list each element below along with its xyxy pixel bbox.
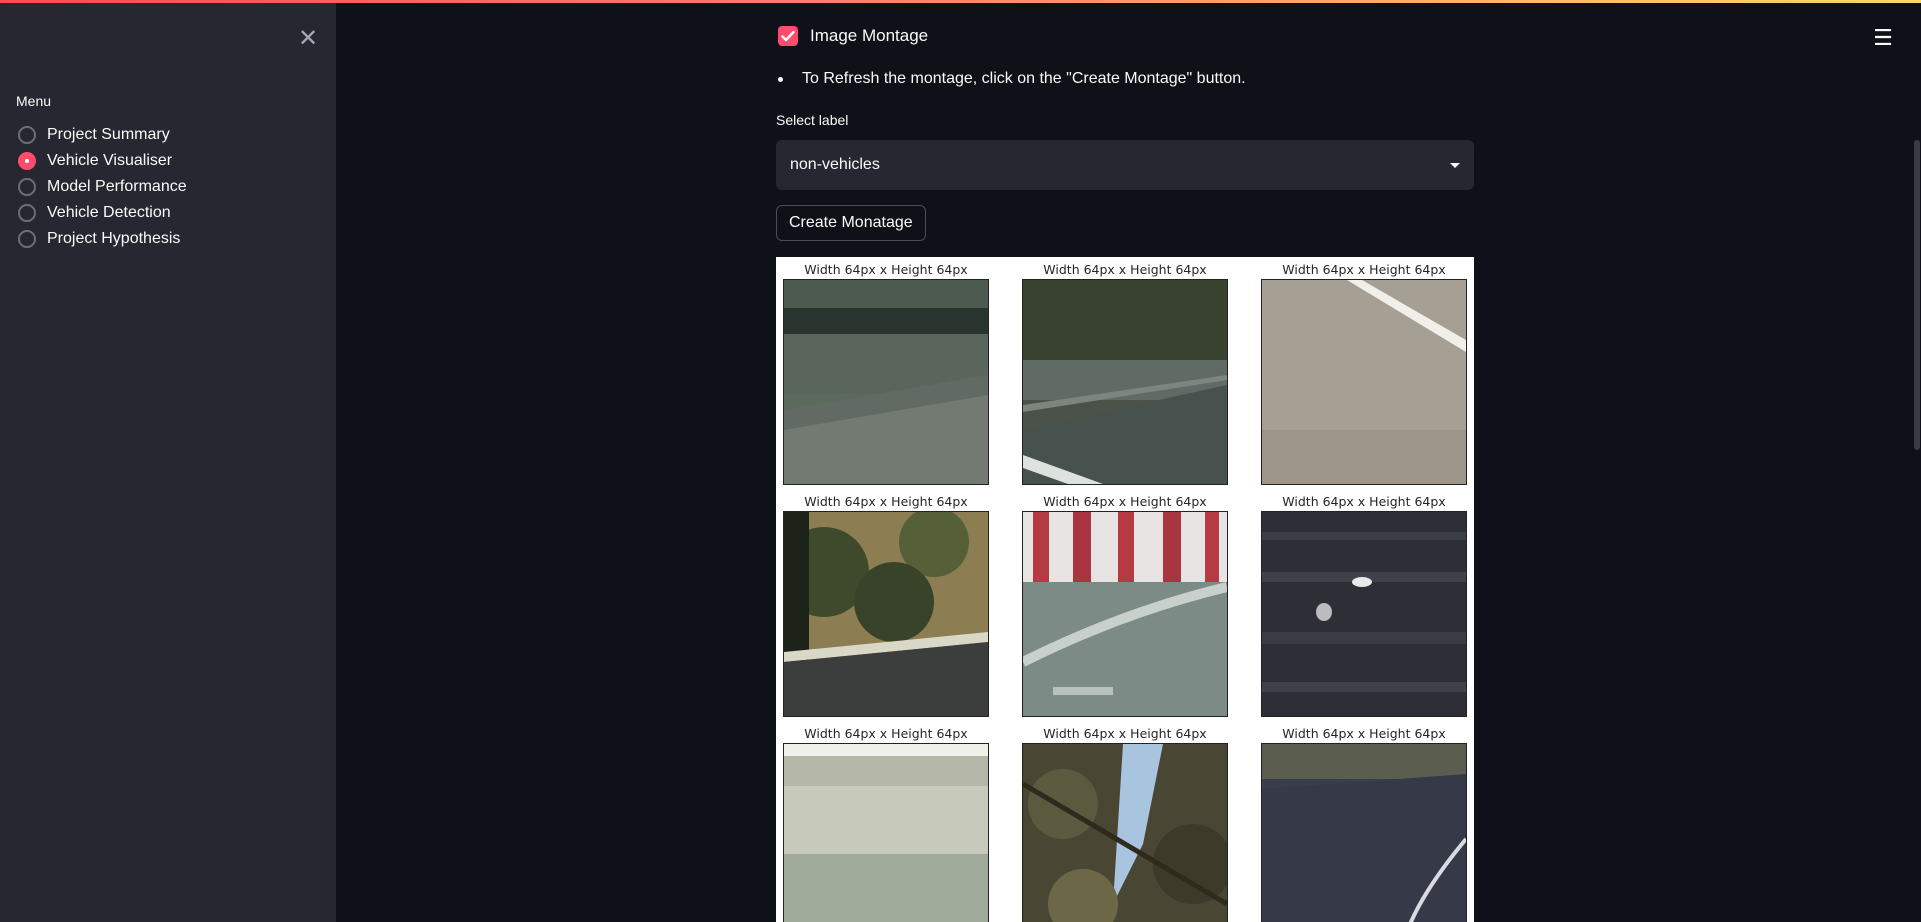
montage-cell: Width 64px x Height 64px bbox=[1261, 721, 1467, 922]
menu-radio-group: Project Summary Vehicle Visualiser Model… bbox=[18, 122, 187, 252]
radio-circle-icon[interactable] bbox=[18, 126, 36, 144]
checkbox-label: Image Montage bbox=[810, 26, 929, 45]
radio-selected-icon[interactable] bbox=[18, 152, 36, 170]
montage-cell: Width 64px x Height 64px bbox=[1261, 257, 1467, 485]
info-bullet: To Refresh the montage, click on the "Cr… bbox=[778, 70, 1246, 88]
montage-cell: Width 64px x Height 64px bbox=[783, 489, 989, 717]
radio-label: Vehicle Visualiser bbox=[47, 152, 173, 169]
image-title: Width 64px x Height 64px bbox=[1043, 726, 1207, 741]
road-image bbox=[1261, 743, 1467, 922]
trees-image bbox=[783, 511, 989, 717]
checkmark-icon[interactable] bbox=[778, 26, 798, 46]
trees-image bbox=[1022, 743, 1228, 922]
image-title: Width 64px x Height 64px bbox=[1043, 262, 1207, 277]
radio-vehicle-detection[interactable]: Vehicle Detection bbox=[18, 200, 187, 226]
sidebar: ✕ Menu Project Summary Vehicle Visualise… bbox=[0, 0, 336, 922]
montage-cell: Width 64px x Height 64px bbox=[1022, 257, 1228, 485]
image-title: Width 64px x Height 64px bbox=[1282, 262, 1446, 277]
road-image bbox=[783, 279, 989, 485]
radio-circle-icon[interactable] bbox=[18, 230, 36, 248]
montage-cell: Width 64px x Height 64px bbox=[1022, 489, 1228, 717]
image-title: Width 64px x Height 64px bbox=[804, 494, 968, 509]
montage-cell: Width 64px x Height 64px bbox=[1261, 489, 1467, 717]
barrier-image bbox=[1022, 511, 1228, 717]
image-montage: Width 64px x Height 64px Width 64px x He… bbox=[776, 257, 1474, 922]
road-image bbox=[1261, 511, 1467, 717]
create-montage-button[interactable]: Create Monatage bbox=[776, 205, 926, 241]
radio-vehicle-visualiser[interactable]: Vehicle Visualiser bbox=[18, 148, 187, 174]
menu-title: Menu bbox=[16, 93, 52, 109]
radio-label: Project Hypothesis bbox=[47, 230, 181, 247]
label-select[interactable]: non-vehicles bbox=[776, 140, 1474, 190]
road-image bbox=[1261, 279, 1467, 485]
scrollbar-thumb[interactable] bbox=[1914, 140, 1920, 450]
radio-circle-icon[interactable] bbox=[18, 178, 36, 196]
select-label: Select label bbox=[776, 112, 849, 128]
road-image bbox=[783, 743, 989, 922]
image-montage-checkbox[interactable]: Image Montage bbox=[778, 26, 928, 46]
radio-label: Model Performance bbox=[47, 178, 187, 195]
hamburger-icon[interactable]: ☰ bbox=[1873, 26, 1893, 51]
info-text: To Refresh the montage, click on the "Cr… bbox=[802, 70, 1246, 87]
image-title: Width 64px x Height 64px bbox=[1282, 726, 1446, 741]
image-title: Width 64px x Height 64px bbox=[1043, 494, 1207, 509]
top-decoration-bar bbox=[0, 0, 1921, 3]
montage-cell: Width 64px x Height 64px bbox=[1022, 721, 1228, 922]
road-image bbox=[1022, 279, 1228, 485]
radio-model-performance[interactable]: Model Performance bbox=[18, 174, 187, 200]
caret-down-icon[interactable] bbox=[1450, 162, 1460, 168]
image-title: Width 64px x Height 64px bbox=[1282, 494, 1446, 509]
radio-label: Project Summary bbox=[47, 126, 170, 143]
radio-project-hypothesis[interactable]: Project Hypothesis bbox=[18, 226, 187, 252]
close-icon[interactable]: ✕ bbox=[297, 24, 319, 52]
image-title: Width 64px x Height 64px bbox=[804, 262, 968, 277]
radio-circle-icon[interactable] bbox=[18, 204, 36, 222]
image-title: Width 64px x Height 64px bbox=[804, 726, 968, 741]
select-value: non-vehicles bbox=[790, 156, 880, 173]
montage-cell: Width 64px x Height 64px bbox=[783, 257, 989, 485]
bullet-icon bbox=[778, 76, 783, 82]
montage-cell: Width 64px x Height 64px bbox=[783, 721, 989, 922]
radio-label: Vehicle Detection bbox=[47, 204, 171, 221]
radio-project-summary[interactable]: Project Summary bbox=[18, 122, 187, 148]
